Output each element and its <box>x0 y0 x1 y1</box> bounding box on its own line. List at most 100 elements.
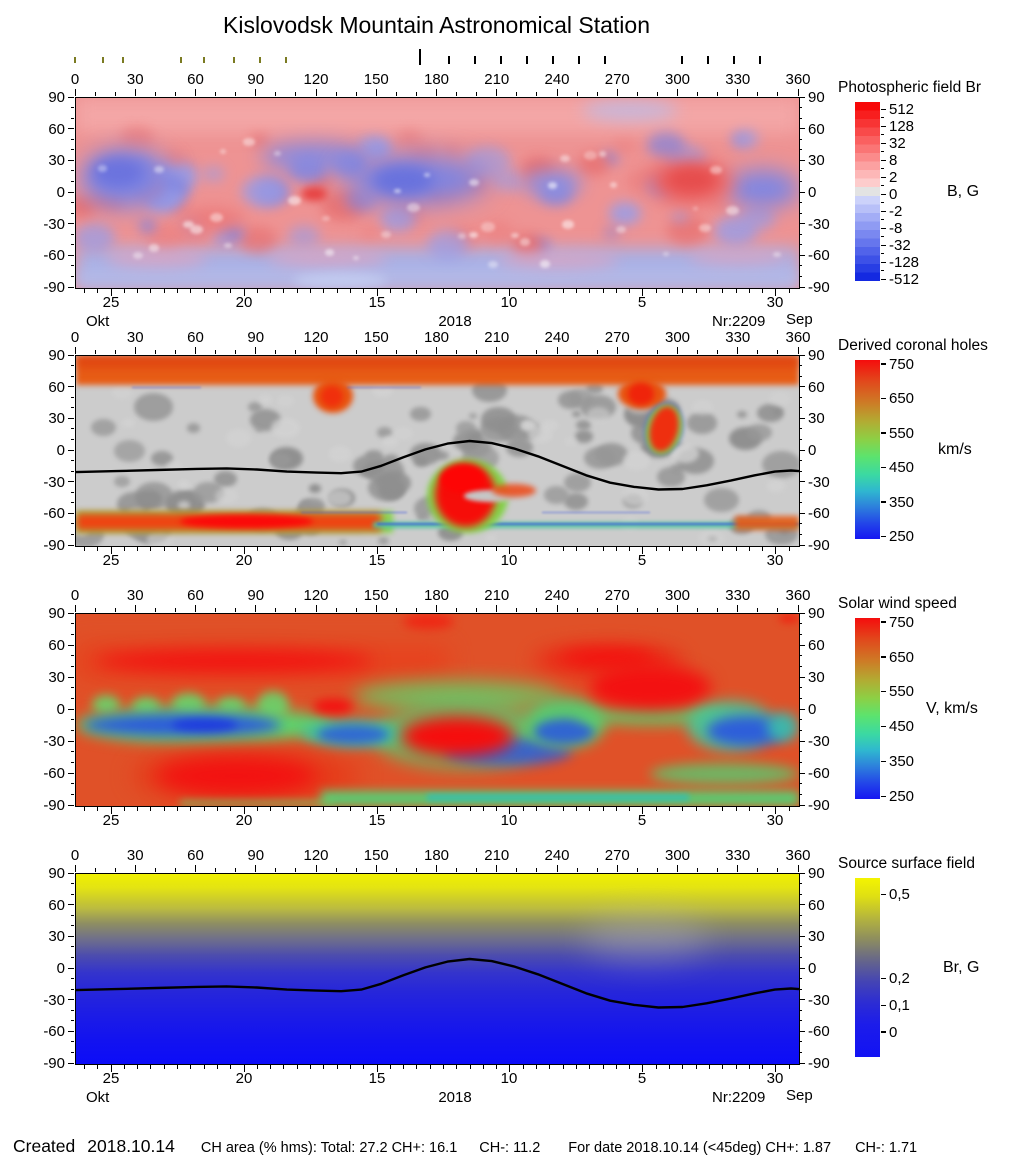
map-speckle <box>623 451 651 470</box>
lat-tick-right <box>799 502 802 504</box>
map-speckle <box>214 471 238 488</box>
lat-tick-left <box>68 872 74 874</box>
lon-label: 330 <box>725 847 751 864</box>
lon-label: 90 <box>247 847 265 864</box>
lat-tick-right <box>799 286 805 288</box>
map-speckle <box>376 427 393 439</box>
day-tick-minor <box>336 289 338 293</box>
day-label: 25 <box>102 1070 120 1087</box>
lon-label: 0 <box>70 847 80 864</box>
day-tick-minor <box>137 289 139 293</box>
lat-tick-left <box>71 719 74 721</box>
lat-tick-left <box>68 254 74 256</box>
lat-tick-left <box>68 999 74 1001</box>
lat-label-right: 30 <box>808 669 825 686</box>
day-tick-minor <box>536 807 538 811</box>
day-label: 30 <box>766 552 784 569</box>
map-speckle <box>287 196 301 206</box>
lon-tick <box>215 868 217 872</box>
lat-tick-left <box>68 96 74 98</box>
map-speckle <box>468 413 477 419</box>
map-speckle <box>693 206 699 211</box>
map-feature <box>491 483 536 498</box>
map-speckle <box>772 251 781 258</box>
colorbar-tick <box>881 466 886 469</box>
map-speckle <box>154 166 164 174</box>
lon-tick <box>456 350 458 354</box>
day-tick-minor <box>735 289 737 293</box>
lon-label: 240 <box>544 329 570 346</box>
lat-tick-right <box>799 375 802 377</box>
lat-tick-right <box>799 491 802 493</box>
map-speckle <box>519 238 531 246</box>
lon-tick <box>656 868 658 872</box>
lon-tick <box>556 605 558 612</box>
day-tick-minor <box>682 289 684 293</box>
day-tick-minor <box>443 547 444 551</box>
lat-tick-right <box>799 460 802 462</box>
day-tick-minor <box>722 807 724 811</box>
lon-tick <box>375 865 377 872</box>
created-date: 2018.10.14 <box>87 1136 175 1156</box>
lon-tick <box>335 350 337 354</box>
day-tick-minor <box>363 289 365 293</box>
lat-label-left: 30 <box>48 928 65 946</box>
lat-label-right: 0 <box>808 701 817 718</box>
lat-tick-right <box>799 719 802 721</box>
lon-tick <box>576 350 578 354</box>
lon-tick <box>536 868 538 872</box>
lat-tick-right <box>799 275 802 277</box>
day-label: 5 <box>637 1070 647 1087</box>
rotation-number-label: Nr:2209 <box>712 1089 766 1106</box>
day-tick-minor <box>137 1065 139 1069</box>
map-speckle <box>239 226 277 253</box>
day-tick-major <box>641 289 643 296</box>
map-feature <box>300 186 328 202</box>
day-tick-minor <box>615 1065 617 1069</box>
map-speckle <box>410 443 441 465</box>
map-feature <box>403 614 454 629</box>
lat-tick-left <box>71 687 74 689</box>
day-tick-minor <box>695 547 697 551</box>
lat-tick-right <box>799 149 802 151</box>
map-source-surface-field <box>75 873 800 1065</box>
colorbar-tick <box>881 210 886 213</box>
day-label: 5 <box>637 552 647 569</box>
day-tick-minor <box>762 289 764 293</box>
day-tick-minor <box>150 289 152 293</box>
day-tick-minor <box>323 289 325 293</box>
map-speckle <box>270 452 291 467</box>
lon-tick <box>697 608 699 612</box>
day-tick-minor <box>536 547 538 551</box>
lon-label: 120 <box>303 587 329 604</box>
lon-label: 330 <box>725 329 751 346</box>
lon-tick <box>456 868 458 872</box>
lat-tick-left <box>71 275 74 277</box>
day-tick-minor <box>389 807 391 811</box>
map-feature <box>590 665 711 710</box>
day-tick-minor <box>482 807 484 811</box>
lon-tick <box>797 605 799 612</box>
map-speckle <box>587 407 610 423</box>
lon-tick <box>596 608 598 612</box>
month-right-label: Sep <box>786 311 813 328</box>
day-tick-minor <box>589 289 591 293</box>
lon-tick <box>757 608 759 612</box>
map-speckle <box>561 220 575 229</box>
observation-tick-olive <box>74 57 76 63</box>
map-speckle <box>396 130 422 148</box>
day-tick-minor <box>416 1065 418 1069</box>
lon-tick <box>235 868 237 872</box>
map-speckle <box>697 529 726 546</box>
day-tick-minor <box>443 807 444 811</box>
day-tick-minor <box>97 547 99 551</box>
lon-tick <box>436 605 437 612</box>
lon-tick <box>717 608 719 612</box>
lat-tick-left <box>71 793 74 795</box>
colorbar-tick <box>881 501 886 503</box>
lat-tick-right <box>799 872 805 874</box>
map-feature <box>172 718 237 732</box>
lon-tick <box>215 608 217 612</box>
map-speckle <box>148 244 160 252</box>
map-feature <box>76 269 799 288</box>
